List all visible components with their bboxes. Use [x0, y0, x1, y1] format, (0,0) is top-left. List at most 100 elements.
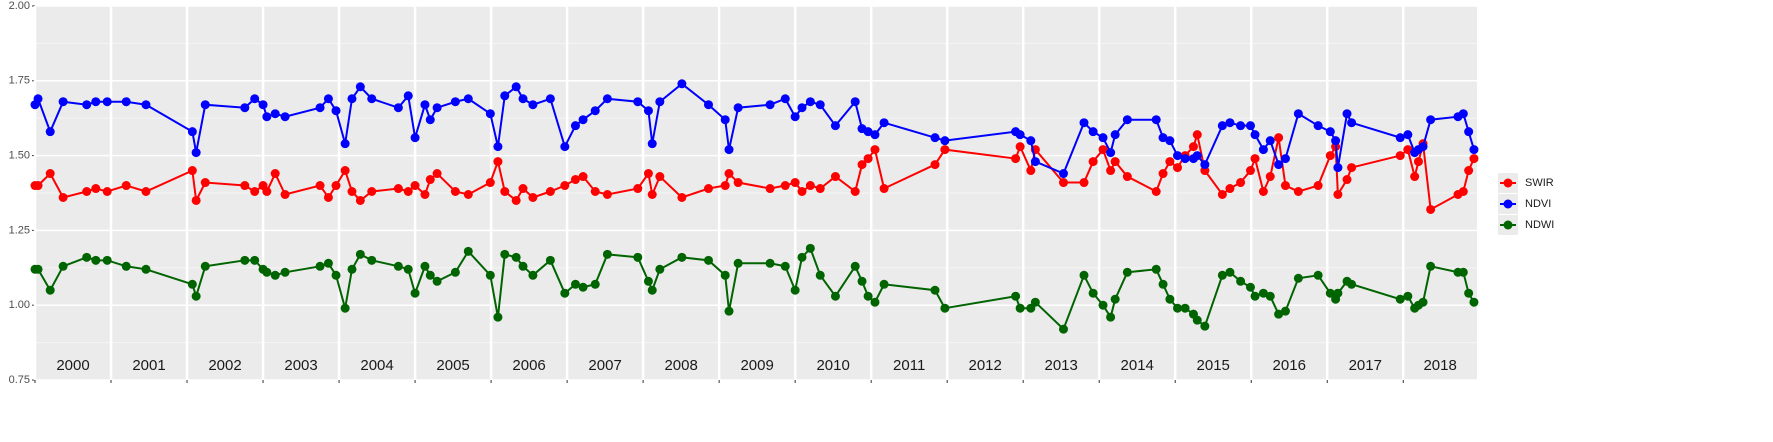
data-point — [1173, 151, 1183, 161]
data-point — [518, 184, 528, 194]
data-point — [347, 187, 357, 197]
data-point — [1188, 142, 1198, 152]
data-point — [315, 181, 325, 191]
data-point — [1347, 163, 1357, 173]
y-tick-label: 1.75 — [9, 75, 30, 87]
data-point — [765, 100, 775, 110]
year-label: 2014 — [1121, 357, 1154, 374]
legend-label: NDWI — [1525, 219, 1554, 231]
data-point — [1225, 184, 1235, 194]
year-label: 2009 — [740, 357, 773, 374]
data-point — [511, 195, 521, 205]
data-point — [485, 270, 495, 280]
data-point — [450, 187, 460, 197]
data-point — [857, 276, 867, 286]
data-point — [1293, 273, 1303, 283]
data-point — [1280, 154, 1290, 164]
data-point — [930, 160, 940, 170]
year-label: 2007 — [588, 357, 621, 374]
data-point — [425, 115, 435, 125]
data-point — [393, 184, 403, 194]
data-point — [1293, 187, 1303, 197]
data-point — [805, 181, 815, 191]
data-point — [82, 252, 92, 262]
year-label: 2018 — [1423, 357, 1456, 374]
data-point — [141, 187, 151, 197]
data-point — [187, 279, 197, 289]
data-point — [45, 169, 55, 179]
data-point — [578, 115, 588, 125]
data-point — [850, 187, 860, 197]
data-point — [790, 178, 800, 188]
data-point — [780, 181, 790, 191]
data-point — [703, 184, 713, 194]
data-point — [733, 103, 743, 113]
data-point — [940, 136, 950, 146]
data-point — [720, 270, 730, 280]
data-point — [270, 270, 280, 280]
data-point — [790, 285, 800, 295]
legend-key-point — [1503, 199, 1513, 209]
data-point — [1464, 288, 1474, 298]
data-point — [720, 181, 730, 191]
data-point — [1469, 145, 1479, 155]
data-point — [58, 192, 68, 202]
data-point — [1395, 294, 1405, 304]
data-point — [355, 82, 365, 92]
data-point — [493, 142, 503, 152]
data-point — [578, 282, 588, 292]
data-point — [1217, 270, 1227, 280]
data-point — [1313, 181, 1323, 191]
data-point — [1225, 267, 1235, 277]
data-point — [258, 100, 268, 110]
data-point — [703, 100, 713, 110]
data-point — [463, 94, 473, 104]
data-point — [403, 91, 413, 101]
data-point — [1058, 324, 1068, 334]
data-point — [1015, 130, 1025, 140]
data-point — [1122, 267, 1132, 277]
data-point — [1200, 160, 1210, 170]
data-point — [432, 169, 442, 179]
data-point — [633, 252, 643, 262]
data-point — [1122, 115, 1132, 125]
data-point — [187, 166, 197, 176]
data-point — [1122, 172, 1132, 182]
data-point — [528, 270, 538, 280]
data-point — [331, 106, 341, 116]
data-point — [33, 181, 43, 191]
data-point — [463, 189, 473, 199]
data-point — [1245, 121, 1255, 131]
data-point — [240, 103, 250, 113]
data-point — [1015, 303, 1025, 313]
data-point — [1274, 309, 1284, 319]
data-point — [1333, 189, 1343, 199]
data-point — [1403, 145, 1413, 155]
data-point — [1258, 187, 1268, 197]
year-label: 2010 — [816, 357, 849, 374]
data-point — [1410, 172, 1420, 182]
data-point — [733, 178, 743, 188]
year-label: 2000 — [56, 357, 89, 374]
data-point — [518, 94, 528, 104]
y-tick-label: 0.75 — [9, 374, 30, 386]
data-point — [815, 100, 825, 110]
data-point — [191, 291, 201, 301]
data-point — [857, 160, 867, 170]
data-point — [1200, 321, 1210, 331]
data-point — [331, 181, 341, 191]
data-point — [570, 175, 580, 185]
data-point — [703, 255, 713, 265]
data-point — [1458, 109, 1468, 119]
data-point — [633, 97, 643, 107]
data-point — [1165, 294, 1175, 304]
data-point — [91, 255, 101, 265]
data-point — [410, 288, 420, 298]
data-point — [355, 195, 365, 205]
data-point — [1469, 154, 1479, 164]
data-point — [82, 100, 92, 110]
data-point — [677, 79, 687, 89]
data-point — [250, 187, 260, 197]
data-point — [560, 181, 570, 191]
data-point — [590, 279, 600, 289]
